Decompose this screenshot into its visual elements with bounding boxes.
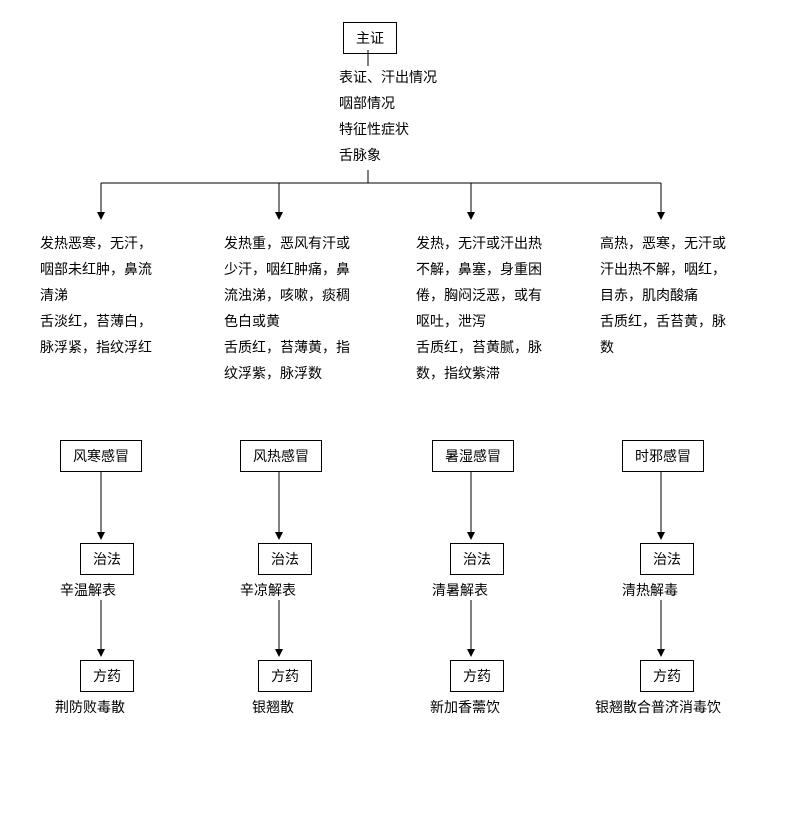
sym-4-1: 汗出热不解，咽红， [600, 258, 770, 284]
presc-label-2: 方药 [271, 670, 299, 685]
column-3: 发热，无汗或汗出热 不解，鼻塞，身重困 倦，胸闷泛恶，或有 呕吐，泄泻 舌质红，… [416, 232, 586, 402]
type-label-2: 风热感冒 [253, 450, 309, 465]
sym-2-4: 舌质红，苔薄黄，指 [224, 336, 394, 362]
presc-text-1: 荆防败毒散 [55, 697, 125, 717]
root-sub-2: 特征性症状 [339, 118, 437, 144]
method-text-1: 辛温解表 [60, 580, 116, 600]
method-box-4: 治法 [640, 543, 694, 575]
type-label-4: 时邪感冒 [635, 450, 691, 465]
sym-3-1: 不解，鼻塞，身重困 [416, 258, 586, 284]
method-label-4: 治法 [653, 553, 681, 568]
method-text-2: 辛凉解表 [240, 580, 296, 600]
presc-label-4: 方药 [653, 670, 681, 685]
sym-4-3: 舌质红，舌苔黄，脉 [600, 310, 770, 336]
presc-box-1: 方药 [80, 660, 134, 692]
sym-1-2: 清涕 [40, 284, 210, 310]
symptoms-3: 发热，无汗或汗出热 不解，鼻塞，身重困 倦，胸闷泛恶，或有 呕吐，泄泻 舌质红，… [416, 232, 586, 402]
method-box-1: 治法 [80, 543, 134, 575]
presc-box-4: 方药 [640, 660, 694, 692]
sym-4-0: 高热，恶寒，无汗或 [600, 232, 770, 258]
sym-4-4: 数 [600, 336, 770, 362]
presc-label-3: 方药 [463, 670, 491, 685]
type-label-3: 暑湿感冒 [445, 450, 501, 465]
presc-label-1: 方药 [93, 670, 121, 685]
method-label-1: 治法 [93, 553, 121, 568]
type-box-4: 时邪感冒 [622, 440, 704, 472]
method-box-3: 治法 [450, 543, 504, 575]
presc-box-3: 方药 [450, 660, 504, 692]
root-title-box: 主证 [343, 22, 397, 54]
sym-3-3: 呕吐，泄泻 [416, 310, 586, 336]
sym-2-3: 色白或黄 [224, 310, 394, 336]
sym-3-4: 舌质红，苔黄腻，脉 [416, 336, 586, 362]
sym-2-0: 发热重，恶风有汗或 [224, 232, 394, 258]
sym-3-5: 数，指纹紫滞 [416, 362, 586, 388]
sym-3-2: 倦，胸闷泛恶，或有 [416, 284, 586, 310]
sym-1-3: 舌淡红，苔薄白， [40, 310, 210, 336]
type-box-2: 风热感冒 [240, 440, 322, 472]
method-box-2: 治法 [258, 543, 312, 575]
column-1: 发热恶寒，无汗， 咽部未红肿，鼻流 清涕 舌淡红，苔薄白， 脉浮紧，指纹浮红 [40, 232, 210, 402]
type-box-3: 暑湿感冒 [432, 440, 514, 472]
sym-4-2: 目赤，肌肉酸痛 [600, 284, 770, 310]
root-subtitles: 表证、汗出情况 咽部情况 特征性症状 舌脉象 [339, 66, 437, 170]
sym-2-1: 少汗，咽红肿痛，鼻 [224, 258, 394, 284]
sym-1-1: 咽部未红肿，鼻流 [40, 258, 210, 284]
method-label-2: 治法 [271, 553, 299, 568]
presc-text-4: 银翘散合普济消毒饮 [595, 697, 721, 717]
type-box-1: 风寒感冒 [60, 440, 142, 472]
sym-3-0: 发热，无汗或汗出热 [416, 232, 586, 258]
sym-1-4: 脉浮紧，指纹浮红 [40, 336, 210, 362]
symptoms-4: 高热，恶寒，无汗或 汗出热不解，咽红， 目赤，肌肉酸痛 舌质红，舌苔黄，脉 数 [600, 232, 770, 402]
presc-box-2: 方药 [258, 660, 312, 692]
method-text-3: 清暑解表 [432, 580, 488, 600]
presc-text-2: 银翘散 [252, 697, 294, 717]
root-sub-3: 舌脉象 [339, 144, 437, 170]
column-2: 发热重，恶风有汗或 少汗，咽红肿痛，鼻 流浊涕，咳嗽，痰稠 色白或黄 舌质红，苔… [224, 232, 394, 402]
symptoms-1: 发热恶寒，无汗， 咽部未红肿，鼻流 清涕 舌淡红，苔薄白， 脉浮紧，指纹浮红 [40, 232, 210, 402]
sym-1-0: 发热恶寒，无汗， [40, 232, 210, 258]
method-text-4: 清热解毒 [622, 580, 678, 600]
type-label-1: 风寒感冒 [73, 450, 129, 465]
root-sub-0: 表证、汗出情况 [339, 66, 437, 92]
sym-2-5: 纹浮紫，脉浮数 [224, 362, 394, 388]
column-4: 高热，恶寒，无汗或 汗出热不解，咽红， 目赤，肌肉酸痛 舌质红，舌苔黄，脉 数 [600, 232, 770, 402]
sym-2-2: 流浊涕，咳嗽，痰稠 [224, 284, 394, 310]
presc-text-3: 新加香薷饮 [430, 697, 500, 717]
root-title: 主证 [356, 32, 384, 47]
method-label-3: 治法 [463, 553, 491, 568]
root-sub-1: 咽部情况 [339, 92, 437, 118]
symptoms-2: 发热重，恶风有汗或 少汗，咽红肿痛，鼻 流浊涕，咳嗽，痰稠 色白或黄 舌质红，苔… [224, 232, 394, 402]
